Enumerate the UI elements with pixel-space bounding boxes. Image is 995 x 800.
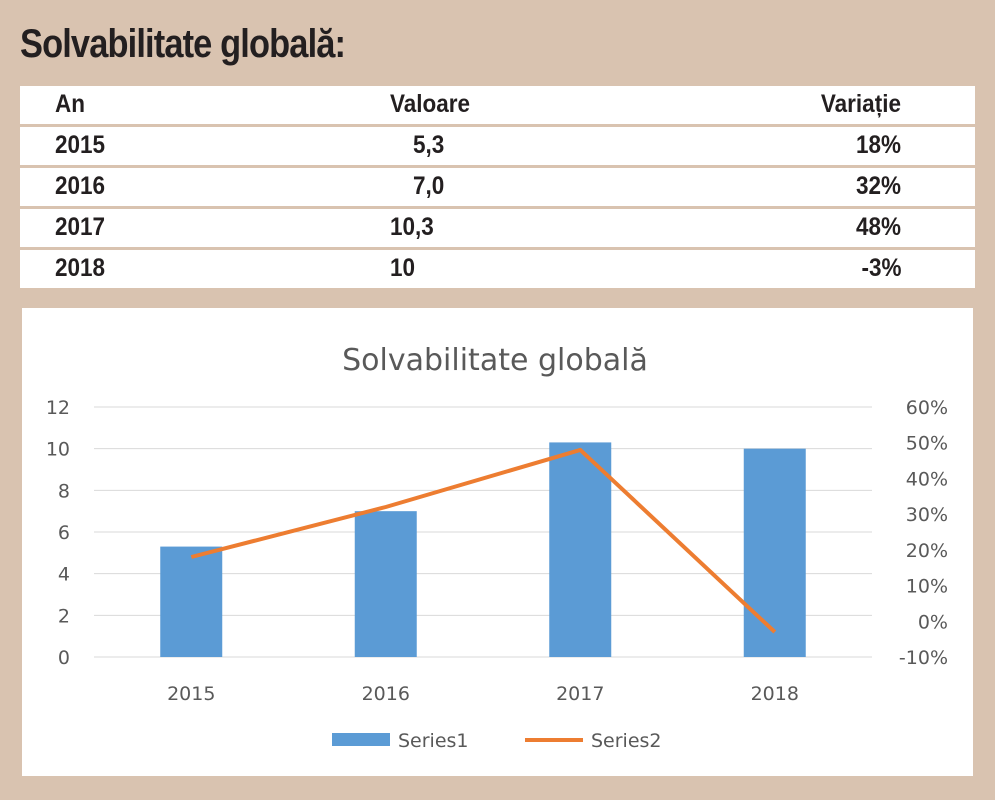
page-title: Solvabilitate globală: (20, 22, 346, 66)
cell-value: 10,3 (390, 213, 434, 241)
y2-tick-label: 10% (906, 576, 948, 598)
chart-title: Solvabilitate globală (342, 343, 648, 378)
bar (549, 442, 612, 657)
y-tick-label: 6 (58, 522, 70, 544)
x-tick-label: 2015 (167, 683, 215, 705)
cell-year: 2018 (55, 254, 106, 282)
y-tick-label: 0 (58, 647, 70, 669)
legend-label-series1: Series1 (398, 730, 469, 752)
y-tick-label: 2 (58, 605, 70, 627)
y-tick-label: 4 (58, 564, 70, 586)
table-row: 2016 7,0 32% (20, 168, 975, 206)
cell-value: 10 (390, 254, 416, 282)
bar (743, 448, 806, 657)
bar (160, 546, 223, 657)
cell-year: 2017 (55, 213, 106, 241)
data-table: An Valoare Variație 2015 5,3 18% 2016 7,… (20, 86, 975, 291)
y2-tick-label: 20% (906, 540, 948, 562)
series2-line (190, 447, 777, 634)
y2-tick-label: 60% (906, 397, 948, 419)
header-variatie: Variație (820, 90, 901, 118)
cell-variation: 18% (855, 131, 901, 159)
table-row: 2018 10 -3% (20, 250, 975, 288)
y-tick-label: 12 (46, 397, 70, 419)
y2-tick-label: 40% (906, 468, 948, 490)
cell-variation: 48% (855, 213, 901, 241)
cell-value: 7,0 (413, 172, 445, 200)
cell-value: 5,3 (413, 131, 445, 159)
combo-chart: Solvabilitate globală 0 2 4 6 8 10 12 -10% 0% 10%… (46, 343, 948, 752)
table-row: 2015 5,3 18% (20, 127, 975, 165)
table-row: 2017 10,3 48% (20, 209, 975, 247)
header-an: An (55, 90, 85, 118)
cell-variation: -3% (860, 254, 901, 282)
y2-tick-label: 0% (918, 611, 948, 633)
table-header-row: An Valoare Variație (20, 86, 975, 124)
header-valoare: Valoare (390, 90, 471, 118)
bar (354, 511, 417, 657)
y-tick-label: 10 (46, 439, 70, 461)
x-tick-label: 2017 (556, 683, 604, 705)
y2-tick-label: 30% (906, 504, 948, 526)
y-tick-label: 8 (58, 480, 70, 502)
cell-year: 2015 (55, 131, 106, 159)
y2-tick-label: -10% (899, 647, 948, 669)
cell-year: 2016 (55, 172, 106, 200)
y2-tick-label: 50% (906, 433, 948, 455)
cell-variation: 32% (855, 172, 901, 200)
x-tick-label: 2016 (362, 683, 410, 705)
legend-label-series2: Series2 (591, 730, 662, 752)
x-tick-label: 2018 (751, 683, 799, 705)
legend-swatch-series1 (332, 733, 390, 746)
chart-panel: Solvabilitate globală 0 2 4 6 8 10 12 -10% 0% 10%… (22, 308, 973, 776)
